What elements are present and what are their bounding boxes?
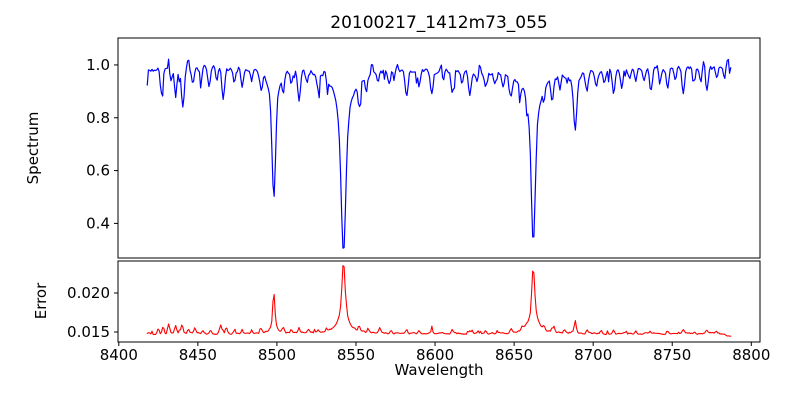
x-tick-label: 8500 <box>258 346 296 364</box>
spectrum-y-tick-label: 1.0 <box>86 56 110 74</box>
x-tick-label: 8650 <box>495 346 533 364</box>
x-axis-label: Wavelength <box>395 361 484 379</box>
error-y-tick-label: 0.020 <box>67 284 110 302</box>
error-y-axis-label: Error <box>32 282 50 319</box>
x-tick-label: 8550 <box>337 346 375 364</box>
spectrum-panel-frame <box>117 37 761 259</box>
x-tick-label: 8600 <box>416 346 454 364</box>
x-tick-label: 8400 <box>100 346 138 364</box>
error-line <box>146 265 732 337</box>
error-y-axis: 0.015 0.020 <box>67 284 118 341</box>
spectrum-y-tick-label: 0.6 <box>86 162 110 180</box>
spectrum-y-tick-label: 0.8 <box>86 109 110 127</box>
x-axis: 8400 8450 8500 8550 8600 8650 8700 8750 8800 <box>100 342 770 364</box>
chart-title: 20100217_1412m73_055 <box>330 13 547 33</box>
spectrum-y-axis: 0.4 0.6 0.8 1.0 <box>86 56 118 232</box>
error-y-tick-label: 0.015 <box>67 323 110 341</box>
x-tick-label: 8750 <box>653 346 691 364</box>
x-tick-label: 8450 <box>179 346 217 364</box>
error-panel-frame <box>117 260 761 343</box>
spectrum-y-axis-label: Spectrum <box>24 112 42 185</box>
spectrum-line <box>146 58 732 249</box>
x-tick-label: 8800 <box>732 346 770 364</box>
x-tick-label: 8700 <box>574 346 612 364</box>
spectrum-y-tick-label: 0.4 <box>86 214 110 232</box>
